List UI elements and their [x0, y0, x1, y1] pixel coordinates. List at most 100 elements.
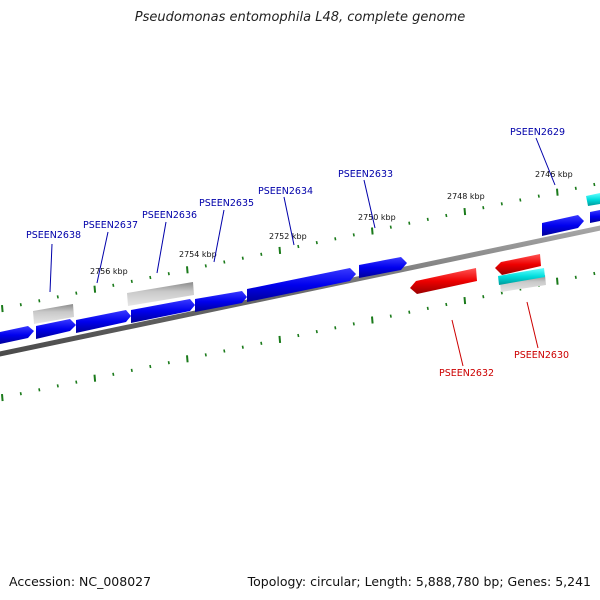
topology-text: Topology: circular; Length: 5,888,780 bp…	[247, 574, 591, 589]
gene-label-pseen2630[interactable]: PSEEN2630	[514, 350, 569, 361]
rna-genes	[498, 193, 600, 285]
inner-major-tick	[556, 277, 559, 285]
gene-label-pseen2633[interactable]: PSEEN2633	[338, 169, 393, 180]
tick-label-2754: 2754 kbp	[179, 250, 217, 259]
gene-grey-1[interactable]	[33, 304, 74, 324]
outer-tick-row	[1, 182, 596, 313]
gene-arrow-fwd-7[interactable]	[359, 257, 407, 278]
tick-label-2748: 2748 kbp	[447, 192, 485, 201]
gene-labels: PSEEN2638 PSEEN2637 PSEEN2636 PSEEN2635 …	[26, 127, 569, 379]
leader-pseen2637	[96, 231, 109, 284]
gene-arrow-fwd-1[interactable]	[0, 326, 34, 344]
outer-minor-tick	[445, 213, 448, 218]
gene-label-pseen2632[interactable]: PSEEN2632	[439, 368, 494, 379]
outer-minor-tick	[593, 182, 596, 187]
outer-minor-tick	[75, 291, 78, 295]
gene-label-pseen2629[interactable]: PSEEN2629	[510, 127, 565, 138]
outer-minor-tick	[482, 206, 485, 210]
forward-strand-genes	[0, 210, 600, 344]
inner-minor-tick	[130, 368, 133, 373]
outer-minor-tick	[112, 283, 115, 287]
inner-major-tick	[1, 394, 4, 402]
outer-major-tick	[556, 188, 559, 196]
outer-major-tick	[93, 285, 97, 293]
leader-pseen2632	[451, 319, 464, 367]
outer-minor-tick	[38, 299, 41, 303]
gene-arrow-fwd-9[interactable]	[590, 210, 600, 223]
gene-arrow-fwd-4[interactable]	[131, 299, 195, 323]
gene-label-pseen2636[interactable]: PSEEN2636	[142, 210, 197, 221]
leader-pseen2638	[49, 243, 53, 293]
inner-minor-tick	[352, 322, 355, 326]
outer-major-tick	[278, 246, 282, 254]
gene-label-pseen2637[interactable]: PSEEN2637	[83, 220, 138, 231]
inner-minor-tick	[112, 372, 115, 376]
outer-minor-tick	[519, 198, 522, 202]
inner-major-tick	[463, 297, 467, 305]
gene-grey-2[interactable]	[127, 282, 194, 306]
leader-pseen2629	[535, 137, 556, 186]
outer-major-tick	[463, 208, 467, 216]
outer-minor-tick	[260, 252, 263, 256]
gene-label-pseen2638[interactable]: PSEEN2638	[26, 230, 81, 241]
gene-arrow-fwd-2[interactable]	[36, 319, 76, 339]
inner-minor-tick	[408, 310, 411, 314]
label-leader-lines	[49, 137, 556, 367]
outer-minor-tick	[426, 217, 429, 222]
inner-major-tick	[93, 374, 97, 382]
outer-major-tick	[1, 305, 4, 313]
inner-major-tick	[371, 316, 374, 324]
accession-text: Accession: NC_008027	[9, 574, 152, 589]
gene-cyan-2[interactable]	[586, 193, 600, 206]
tick-label-2746: 2746 kbp	[535, 170, 573, 179]
gene-cyan-1[interactable]	[498, 268, 545, 285]
gene-arrow-rev-1[interactable]	[410, 268, 477, 294]
gene-arrow-fwd-3[interactable]	[76, 310, 131, 333]
inner-minor-tick	[482, 295, 485, 299]
leader-pseen2636	[156, 221, 167, 274]
outer-minor-tick	[297, 244, 300, 249]
outer-minor-tick	[223, 260, 226, 264]
outer-minor-tick	[537, 194, 540, 198]
leader-pseen2633	[363, 179, 376, 229]
inner-minor-tick	[574, 275, 577, 279]
tick-label-2750: 2750 kbp	[358, 213, 396, 222]
leader-pseen2634	[283, 196, 295, 246]
gene-arrow-fwd-8[interactable]	[542, 215, 584, 236]
inner-minor-tick	[38, 388, 41, 392]
outer-minor-tick	[56, 295, 59, 299]
other-genes	[33, 275, 546, 324]
outer-minor-tick	[149, 275, 152, 280]
gene-label-pseen2635[interactable]: PSEEN2635	[199, 198, 254, 209]
outer-minor-tick	[574, 186, 577, 190]
inner-minor-tick	[241, 345, 244, 349]
gene-grey-3[interactable]	[500, 275, 546, 292]
inner-minor-tick	[445, 302, 448, 307]
gene-arrow-fwd-6[interactable]	[247, 268, 356, 302]
inner-major-tick	[278, 335, 282, 343]
outer-minor-tick	[500, 202, 503, 206]
inner-minor-tick	[389, 314, 392, 318]
outer-minor-tick	[389, 225, 392, 229]
inner-minor-tick	[19, 392, 22, 396]
inner-minor-tick	[56, 384, 59, 388]
outer-minor-tick	[204, 264, 207, 268]
inner-major-tick	[186, 355, 189, 363]
tick-label-2756: 2756 kbp	[90, 267, 128, 276]
outer-minor-tick	[334, 237, 337, 241]
leader-pseen2635	[213, 209, 225, 263]
outer-minor-tick	[315, 240, 318, 245]
gene-arrow-rev-2[interactable]	[495, 254, 541, 275]
reverse-strand-genes	[410, 254, 541, 294]
gene-arrow-fwd-5[interactable]	[195, 291, 247, 312]
leader-pseen2630	[526, 301, 539, 349]
tick-label-2752: 2752 kbp	[269, 232, 307, 241]
outer-minor-tick	[167, 272, 170, 276]
gene-label-pseen2634[interactable]: PSEEN2634	[258, 186, 313, 197]
outer-minor-tick	[352, 233, 355, 237]
inner-minor-tick	[334, 326, 337, 330]
outer-minor-tick	[19, 303, 22, 307]
inner-minor-tick	[297, 333, 300, 338]
outer-minor-tick	[241, 256, 244, 260]
